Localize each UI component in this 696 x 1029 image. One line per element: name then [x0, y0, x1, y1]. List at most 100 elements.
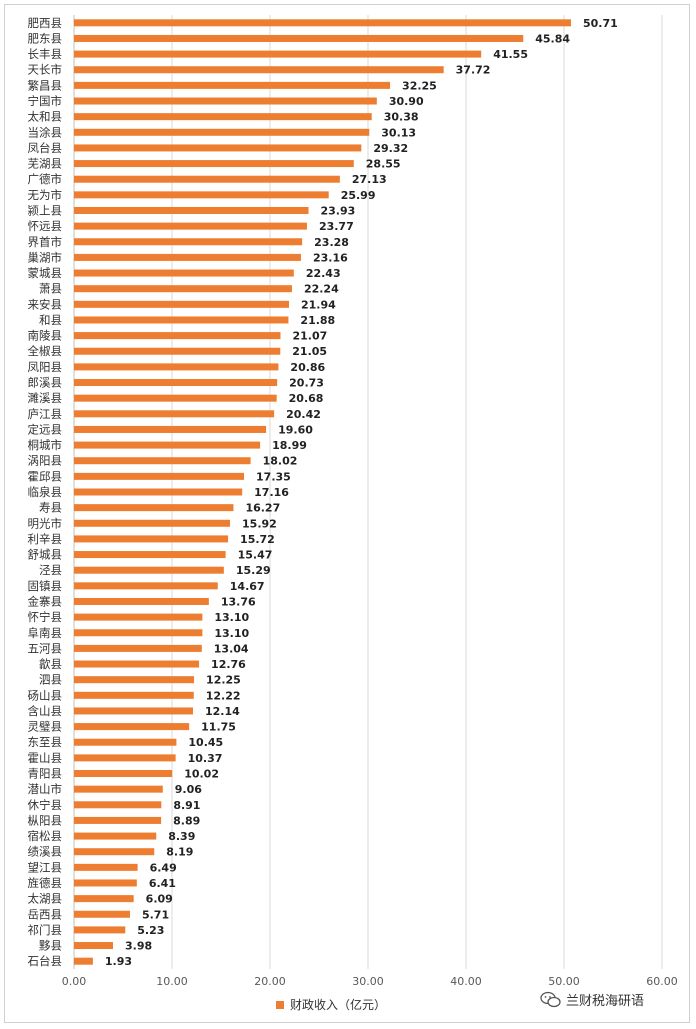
category-label: 祁门县 — [28, 923, 63, 937]
bar — [74, 597, 209, 605]
bar — [74, 81, 391, 89]
data-label: 13.04 — [214, 642, 249, 655]
category-label: 灵璧县 — [28, 720, 63, 734]
bar — [74, 863, 138, 871]
bar — [74, 738, 177, 746]
bar — [74, 441, 261, 449]
category-label: 来安县 — [28, 297, 63, 311]
category-label: 霍邱县 — [28, 469, 63, 483]
x-tick-label: 10.00 — [156, 975, 188, 988]
data-label: 5.71 — [142, 908, 169, 921]
watermark: 兰财税海研语 — [540, 990, 644, 1009]
bar — [74, 128, 370, 136]
bar — [74, 472, 245, 480]
bar — [74, 316, 289, 324]
category-label: 和县 — [39, 313, 62, 327]
category-label: 泗县 — [39, 673, 62, 687]
bar — [74, 926, 126, 934]
data-label: 20.42 — [286, 408, 321, 421]
data-label: 5.23 — [137, 924, 164, 937]
bar — [74, 676, 195, 684]
bar — [74, 113, 372, 121]
bar — [74, 754, 176, 762]
data-label: 16.27 — [245, 502, 280, 515]
category-label: 芜湖县 — [28, 157, 63, 171]
bar — [74, 144, 362, 152]
legend: 财政收入（亿元） — [276, 996, 386, 1013]
category-label: 无为市 — [28, 188, 63, 202]
bar — [74, 957, 93, 965]
data-label: 30.13 — [381, 126, 416, 139]
data-label: 10.45 — [188, 736, 223, 749]
data-label: 50.71 — [583, 17, 618, 30]
category-label: 长丰县 — [28, 47, 63, 61]
category-label: 黟县 — [39, 939, 62, 953]
bar — [74, 566, 224, 574]
x-tick-label: 0.00 — [62, 975, 87, 988]
data-label: 13.76 — [221, 595, 256, 608]
category-label: 太和县 — [28, 110, 63, 124]
legend-label: 财政收入（亿元） — [290, 998, 387, 1012]
data-label: 22.43 — [306, 267, 341, 280]
x-tick-label: 40.00 — [450, 975, 482, 988]
category-label: 巢湖市 — [28, 250, 63, 264]
bar — [74, 942, 114, 950]
data-label: 21.07 — [292, 330, 327, 343]
category-label: 霍山县 — [28, 751, 63, 765]
data-label: 20.86 — [290, 361, 325, 374]
data-label: 12.14 — [205, 705, 240, 718]
bar — [74, 457, 251, 465]
wechat-icon — [540, 991, 561, 1007]
data-label: 15.29 — [236, 564, 271, 577]
bar — [74, 222, 307, 230]
bar — [74, 285, 292, 293]
category-label: 肥西县 — [28, 16, 63, 30]
category-label: 休宁县 — [28, 798, 63, 812]
data-label: 6.49 — [150, 861, 177, 874]
x-tick-label: 30.00 — [352, 975, 384, 988]
bar — [74, 785, 163, 793]
bar — [74, 691, 194, 699]
category-label: 寿县 — [39, 501, 62, 515]
category-label: 临泉县 — [28, 485, 63, 499]
data-label: 22.24 — [304, 283, 339, 296]
category-label: 固镇县 — [28, 579, 63, 593]
x-tick-label: 50.00 — [548, 975, 580, 988]
category-label: 定远县 — [28, 422, 63, 436]
bar — [74, 34, 524, 42]
data-label: 23.77 — [319, 220, 354, 233]
category-label: 肥东县 — [28, 31, 63, 45]
category-label: 阜南县 — [28, 626, 63, 640]
data-label: 25.99 — [341, 189, 376, 202]
category-label: 怀宁县 — [28, 610, 63, 624]
category-label: 岳西县 — [28, 907, 63, 921]
data-label: 23.28 — [314, 236, 349, 249]
category-label: 宿松县 — [28, 829, 63, 843]
data-label: 20.73 — [289, 377, 324, 390]
data-label: 6.09 — [146, 893, 173, 906]
category-label: 凤阳县 — [28, 360, 63, 374]
bar — [74, 660, 200, 668]
data-label: 23.16 — [313, 251, 348, 264]
bar — [74, 551, 226, 559]
data-label: 45.84 — [535, 32, 570, 45]
bar — [74, 66, 444, 74]
bar — [74, 19, 571, 27]
data-label: 17.35 — [256, 470, 291, 483]
data-label: 28.55 — [366, 158, 401, 171]
bar — [74, 629, 203, 637]
bar — [74, 613, 203, 621]
category-label: 太湖县 — [28, 892, 63, 906]
category-label: 颍上县 — [28, 203, 63, 217]
category-label: 全椒县 — [28, 344, 63, 358]
data-label: 18.02 — [263, 455, 298, 468]
bar — [74, 160, 354, 168]
data-label: 3.98 — [125, 940, 152, 953]
category-label: 歙县 — [39, 657, 62, 671]
category-label: 广德市 — [28, 172, 63, 186]
category-label: 青阳县 — [28, 767, 63, 781]
bar — [74, 707, 193, 715]
data-label: 8.19 — [166, 846, 193, 859]
bar — [74, 347, 281, 355]
category-label: 东至县 — [28, 735, 63, 749]
